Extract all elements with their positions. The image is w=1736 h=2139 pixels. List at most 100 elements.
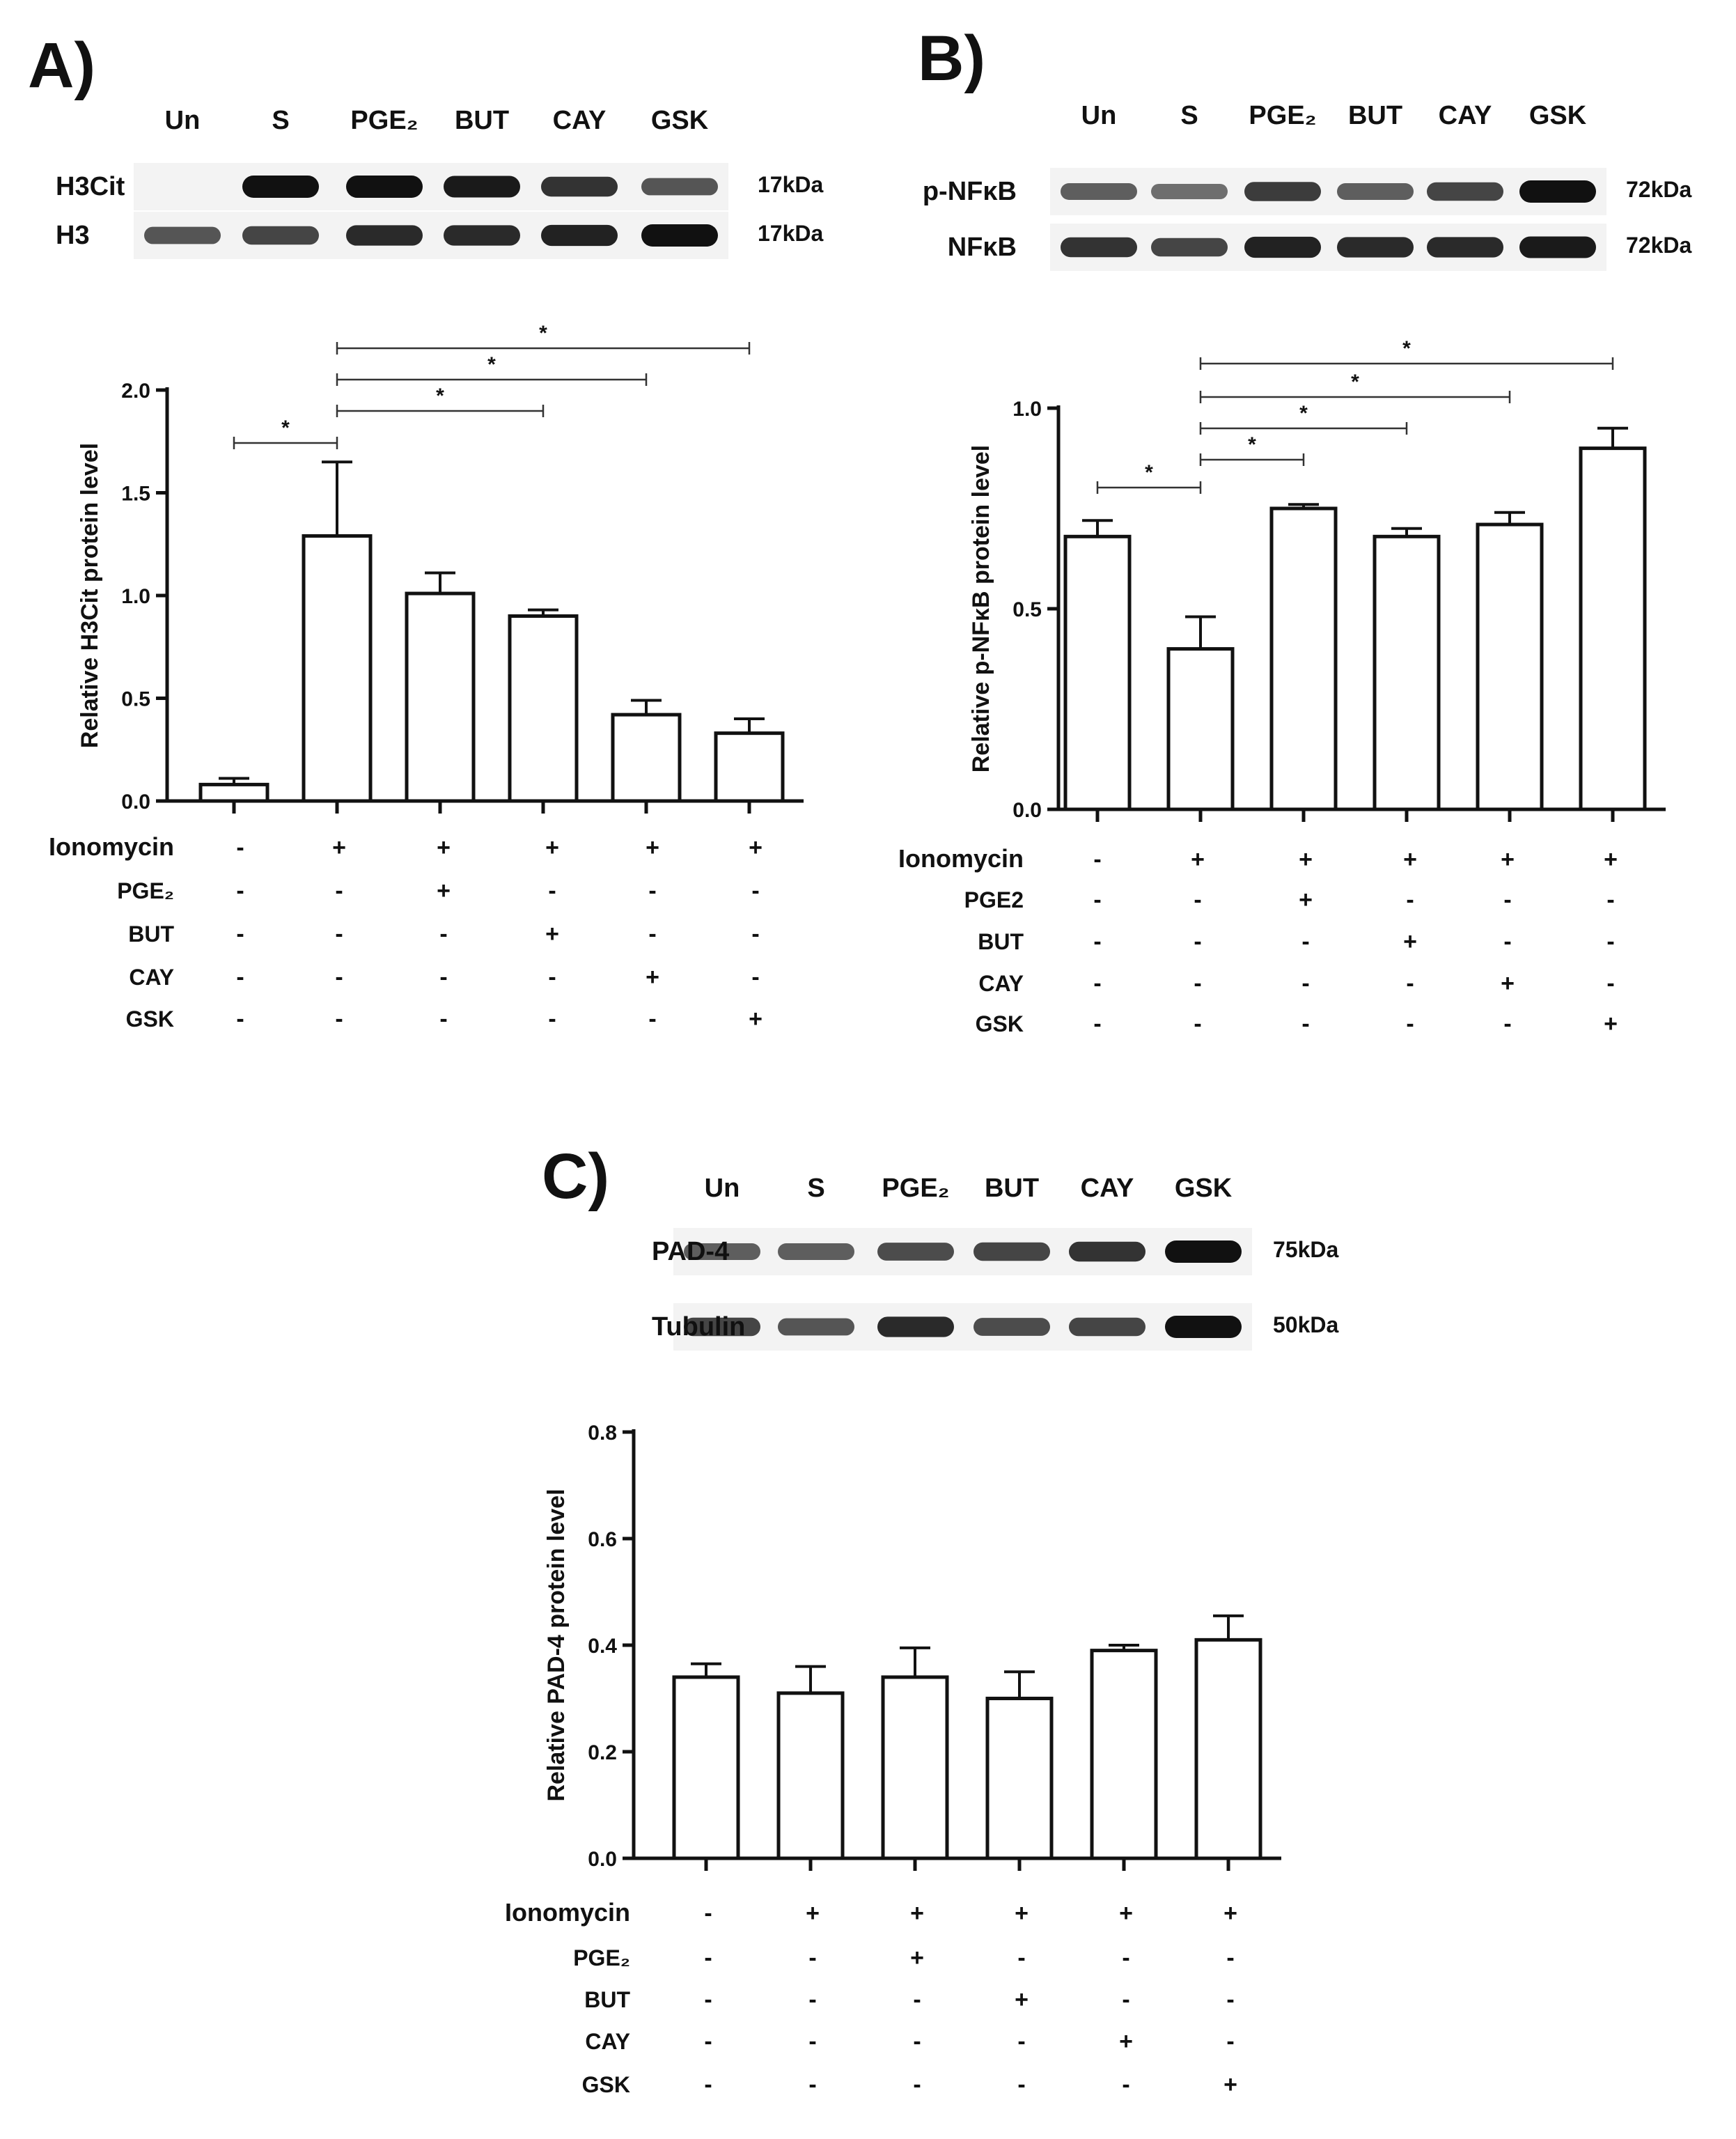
- bar: [881, 1675, 949, 1860]
- blot-band: [877, 1316, 954, 1337]
- treatment-sign: -: [548, 964, 556, 990]
- panel-b: B) Un S PGE₂ BUT CAY GSK p-NFκB 72kDa NFκB 72kDa 0.…: [898, 23, 1692, 1037]
- bar: [302, 534, 373, 803]
- lane-label-b: Un: [1081, 101, 1117, 130]
- treatment-sign: -: [1017, 1945, 1025, 1971]
- treatment-sign: -: [704, 1986, 712, 2013]
- treatment-sign: +: [806, 1900, 820, 1927]
- bar: [776, 1691, 845, 1860]
- blot-band: [778, 1243, 854, 1260]
- treatment-sign: -: [1194, 1011, 1201, 1037]
- treatment-sign: +: [437, 834, 451, 861]
- y-axis-label: Relative H3Cit protein level: [77, 443, 103, 748]
- bar: [985, 1697, 1054, 1860]
- treatment-row-label: GSK: [582, 2072, 630, 2097]
- treatment-sign: +: [749, 1006, 763, 1032]
- treatment-sign: -: [1093, 970, 1101, 997]
- panel-c-label: C): [542, 1141, 609, 1212]
- blot-band: [444, 225, 520, 246]
- lane-label-a: BUT: [455, 106, 509, 135]
- y-tick-label: 2.0: [121, 380, 150, 403]
- treatment-sign: -: [1017, 2071, 1025, 2098]
- y-tick-label: 0.6: [588, 1528, 617, 1551]
- significance-star: *: [281, 417, 290, 440]
- kda-label: 17kDa: [758, 172, 824, 197]
- blot-band: [1151, 183, 1228, 200]
- blot-band: [641, 224, 718, 247]
- blot-background: [673, 1228, 1252, 1275]
- bar: [198, 782, 269, 803]
- treatment-sign: -: [1606, 928, 1614, 955]
- treatment-sign: -: [236, 878, 244, 904]
- treatment-sign: +: [1119, 2028, 1133, 2055]
- bar: [1194, 1638, 1262, 1860]
- treatment-sign: -: [1301, 928, 1309, 955]
- treatment-sign: +: [1015, 1986, 1029, 2013]
- treatment-sign: -: [1122, 2071, 1129, 2098]
- treatment-row-label: PGE₂: [117, 878, 174, 903]
- treatment-row-label: GSK: [126, 1006, 174, 1032]
- lane-label-c: Un: [705, 1174, 740, 1203]
- blot-row-name: NFκB: [948, 233, 1017, 262]
- lane-label-a: GSK: [651, 106, 709, 135]
- lane-label-c: S: [807, 1174, 824, 1203]
- blot-band: [242, 176, 319, 198]
- treatment-row-label: PGE₂: [573, 1945, 630, 1970]
- treatment-row-label: Ionomycin: [505, 1898, 630, 1927]
- blot-band: [1069, 1317, 1145, 1337]
- lane-label-a: Un: [165, 106, 201, 135]
- blot-background: [673, 1303, 1252, 1351]
- treatment-sign: -: [1226, 1986, 1234, 2013]
- bar: [1269, 506, 1338, 811]
- blot-band: [346, 225, 423, 246]
- lane-label-c: PGE₂: [882, 1174, 949, 1203]
- treatment-row-label: GSK: [976, 1011, 1024, 1036]
- treatment-sign: +: [545, 921, 559, 947]
- lane-label-b: S: [1180, 101, 1198, 130]
- kda-label: 72kDa: [1626, 177, 1692, 202]
- treatment-sign: +: [1403, 846, 1417, 873]
- treatment-row-label: CAY: [585, 2029, 630, 2054]
- bar: [1166, 647, 1235, 811]
- treatment-sign: -: [335, 921, 343, 947]
- lane-label-c: CAY: [1081, 1174, 1134, 1203]
- blot-band: [1427, 237, 1503, 258]
- bar: [405, 591, 476, 803]
- treatment-sign: +: [1223, 1900, 1237, 1927]
- lane-label-c: BUT: [985, 1174, 1039, 1203]
- treatment-sign: -: [913, 2071, 921, 2098]
- treatment-sign: +: [749, 834, 763, 861]
- treatment-sign: -: [1093, 846, 1101, 873]
- treatment-sign: -: [1503, 887, 1511, 913]
- panel-b-label: B): [918, 23, 985, 94]
- blot-band: [1519, 236, 1596, 258]
- treatment-sign: -: [1194, 887, 1201, 913]
- treatment-sign: -: [335, 1006, 343, 1032]
- lane-label-c: GSK: [1175, 1174, 1233, 1203]
- treatment-sign: +: [1191, 846, 1205, 873]
- blot-band: [1165, 1316, 1242, 1338]
- treatment-sign: -: [704, 2028, 712, 2055]
- significance-star: *: [436, 384, 444, 407]
- treatment-sign: -: [1226, 2028, 1234, 2055]
- blot-band: [346, 176, 423, 198]
- bar: [1063, 534, 1132, 811]
- treatment-sign: +: [332, 834, 346, 861]
- y-tick-label: 0.0: [1012, 799, 1042, 822]
- treatment-sign: -: [548, 878, 556, 904]
- treatment-sign: -: [1406, 887, 1414, 913]
- treatment-sign: -: [1301, 970, 1309, 997]
- treatment-sign: -: [439, 921, 447, 947]
- significance-star: *: [487, 353, 496, 376]
- treatment-sign: -: [1606, 970, 1614, 997]
- treatment-sign: -: [704, 1900, 712, 1927]
- treatment-sign: +: [1015, 1900, 1029, 1927]
- treatment-sign: -: [1226, 1945, 1234, 1971]
- panel-a-label: A): [28, 30, 95, 101]
- treatment-sign: -: [236, 834, 244, 861]
- blot-band: [684, 1317, 760, 1337]
- y-axis-label: Relative PAD-4 protein level: [543, 1488, 570, 1801]
- y-tick-label: 1.0: [121, 585, 150, 608]
- treatment-sign: -: [439, 1006, 447, 1032]
